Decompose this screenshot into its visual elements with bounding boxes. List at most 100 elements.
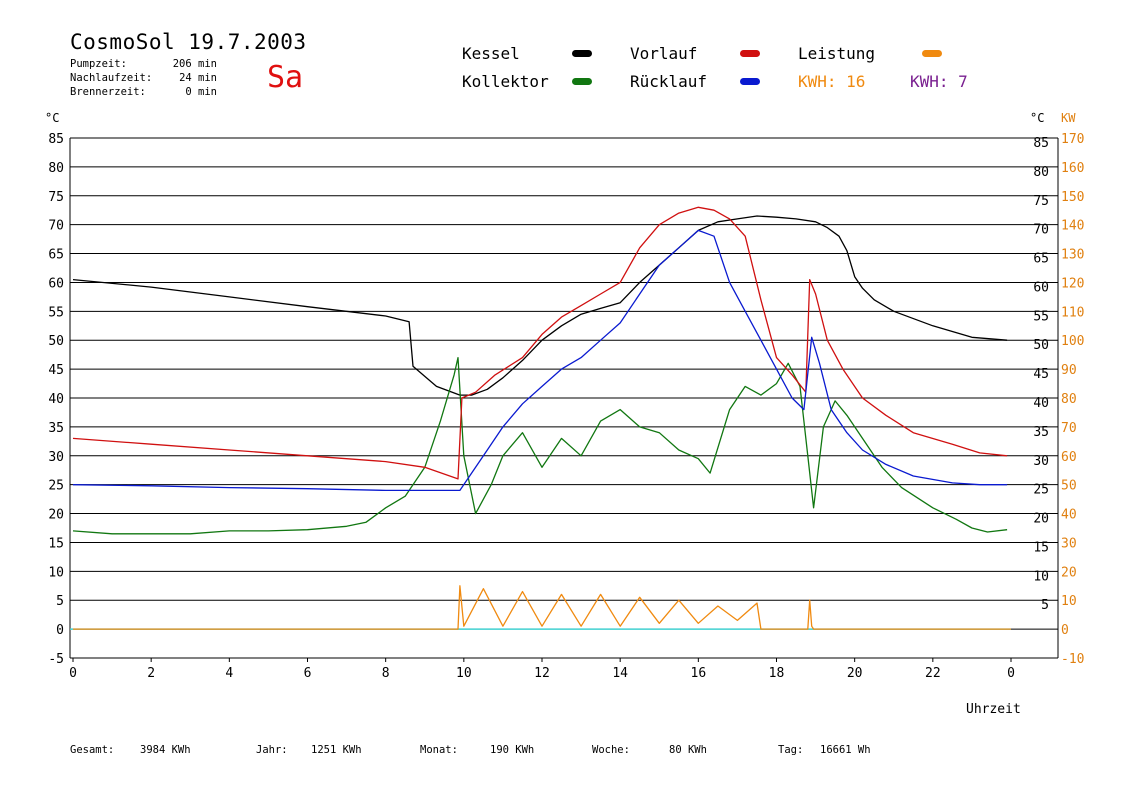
y-right-kw-tick-label: 160 <box>1061 161 1084 176</box>
y-left-tick-label: 80 <box>48 161 64 176</box>
y-right-kw-tick-label: 100 <box>1061 334 1084 349</box>
weekday-label: Sa <box>267 60 304 95</box>
y-right-kw-tick-label: 170 <box>1061 132 1084 147</box>
legend-kwh-orange: KWH: 16 <box>798 72 866 91</box>
y-right-kw-tick-label: 60 <box>1061 450 1077 465</box>
y-left-tick-label: 55 <box>48 305 64 320</box>
stat-pumpzeit-label: Pumpzeit: <box>70 58 127 70</box>
y-left-tick-label: 10 <box>48 565 64 580</box>
x-tick-label: 4 <box>225 666 233 681</box>
y-left-tick-label: 35 <box>48 421 64 436</box>
y-right-c-tick-label: 25 <box>1033 483 1049 498</box>
legend-kollektor-label: Kollektor <box>462 72 549 91</box>
y-right-c-tick-label: 75 <box>1033 194 1049 209</box>
y-right-c-tick-label: 15 <box>1033 540 1049 555</box>
y-right-kw-tick-label: 0 <box>1061 623 1069 638</box>
y-right-unit-kw: KW <box>1061 111 1076 125</box>
y-right-c-tick-label: 40 <box>1033 396 1049 411</box>
series-line-kollektor <box>72 356 1008 535</box>
y-left-tick-label: 70 <box>48 219 64 234</box>
x-axis-label: Uhrzeit <box>966 702 1021 717</box>
y-right-c-tick-label: 85 <box>1033 136 1049 151</box>
y-left-tick-label: 25 <box>48 479 64 494</box>
y-right-kw-tick-label: 110 <box>1061 305 1084 320</box>
y-right-kw-tick-label: 130 <box>1061 248 1084 263</box>
y-right-kw-tick-label: 20 <box>1061 565 1077 580</box>
y-right-c-tick-label: 50 <box>1033 338 1049 353</box>
y-right-kw-tick-label: -10 <box>1061 652 1084 667</box>
legend-leistung-label: Leistung <box>798 44 876 63</box>
y-right-c-tick-label: 10 <box>1033 569 1049 584</box>
series-line-leistung <box>73 585 1011 630</box>
y-right-c-tick-label: 70 <box>1033 223 1049 238</box>
tick-labels: 8580757065605550454035302520151050-58580… <box>48 132 1084 681</box>
x-tick-label: 16 <box>691 666 707 681</box>
y-left-tick-label: 45 <box>48 363 64 378</box>
legend-leistung-swatch <box>922 50 942 57</box>
y-left-tick-label: 50 <box>48 334 64 349</box>
legend-kessel-swatch <box>572 50 592 57</box>
footer-woche-label: Woche: <box>592 744 630 756</box>
footer-gesamt-value: 3984 KWh <box>140 744 191 756</box>
legend-kessel-label: Kessel <box>462 44 520 63</box>
y-right-c-tick-label: 45 <box>1033 367 1049 382</box>
y-right-kw-tick-label: 90 <box>1061 363 1077 378</box>
y-right-kw-tick-label: 140 <box>1061 219 1084 234</box>
x-tick-label: 22 <box>925 666 941 681</box>
y-right-kw-tick-label: 50 <box>1061 479 1077 494</box>
series-line-vorlauf <box>72 206 1008 480</box>
stat-brennerzeit-label: Brennerzeit: <box>70 86 146 98</box>
y-left-tick-label: 40 <box>48 392 64 407</box>
y-right-unit-c: °C <box>1030 111 1045 125</box>
legend-vorlauf-label: Vorlauf <box>630 44 698 63</box>
footer-monat-value: 190 KWh <box>490 744 535 756</box>
legend-vorlauf-swatch <box>740 50 760 57</box>
y-left-tick-label: 30 <box>48 450 64 465</box>
y-left-tick-label: 15 <box>48 536 64 551</box>
x-tick-label: 6 <box>304 666 312 681</box>
y-right-c-tick-label: 30 <box>1033 454 1049 469</box>
y-left-tick-label: 20 <box>48 508 64 523</box>
y-left-unit: °C <box>45 111 60 125</box>
footer-monat-label: Monat: <box>420 744 458 756</box>
legend-kollektor-swatch <box>572 78 592 85</box>
y-left-tick-label: 60 <box>48 276 64 291</box>
x-tick-label: 20 <box>847 666 863 681</box>
y-right-c-tick-label: 80 <box>1033 165 1049 180</box>
footer-tag-label: Tag: <box>778 744 804 756</box>
footer-gesamt-label: Gesamt: <box>70 744 115 756</box>
y-right-kw-tick-label: 150 <box>1061 190 1084 205</box>
y-right-c-tick-label: 5 <box>1041 598 1049 613</box>
y-left-tick-label: 75 <box>48 190 64 205</box>
y-right-kw-tick-label: 70 <box>1061 421 1077 436</box>
x-tick-label: 0 <box>1007 666 1015 681</box>
footer-jahr-label: Jahr: <box>256 744 288 756</box>
stat-nachlaufzeit-label: Nachlaufzeit: <box>70 72 153 84</box>
x-tick-label: 14 <box>612 666 628 681</box>
legend-ruecklauf-swatch <box>740 78 760 85</box>
y-right-kw-tick-label: 30 <box>1061 536 1077 551</box>
stat-brennerzeit-value: 0 min <box>185 86 217 98</box>
legend-kwh-purple: KWH: 7 <box>910 72 968 91</box>
footer-woche-value: 80 KWh <box>669 744 707 756</box>
y-right-kw-tick-label: 120 <box>1061 276 1084 291</box>
y-right-c-tick-label: 35 <box>1033 425 1049 440</box>
chart-title: CosmoSol 19.7.2003 <box>70 30 307 54</box>
footer-jahr-value: 1251 KWh <box>311 744 362 756</box>
x-tick-label: 12 <box>534 666 550 681</box>
grid-lines <box>69 137 1059 662</box>
y-right-kw-tick-label: 80 <box>1061 392 1077 407</box>
y-right-c-tick-label: 55 <box>1033 309 1049 324</box>
legend-ruecklauf-label: Rücklauf <box>630 72 708 91</box>
y-left-tick-label: 5 <box>56 594 64 609</box>
x-tick-label: 2 <box>147 666 155 681</box>
y-right-c-tick-label: 60 <box>1033 280 1049 295</box>
series-line-kessel <box>72 215 1008 396</box>
y-right-kw-tick-label: 40 <box>1061 508 1077 523</box>
footer-tag-value: 16661 Wh <box>820 744 871 756</box>
y-right-kw-tick-label: 10 <box>1061 594 1077 609</box>
x-tick-label: 18 <box>769 666 785 681</box>
y-right-c-tick-label: 20 <box>1033 512 1049 527</box>
y-left-tick-label: -5 <box>48 652 64 667</box>
